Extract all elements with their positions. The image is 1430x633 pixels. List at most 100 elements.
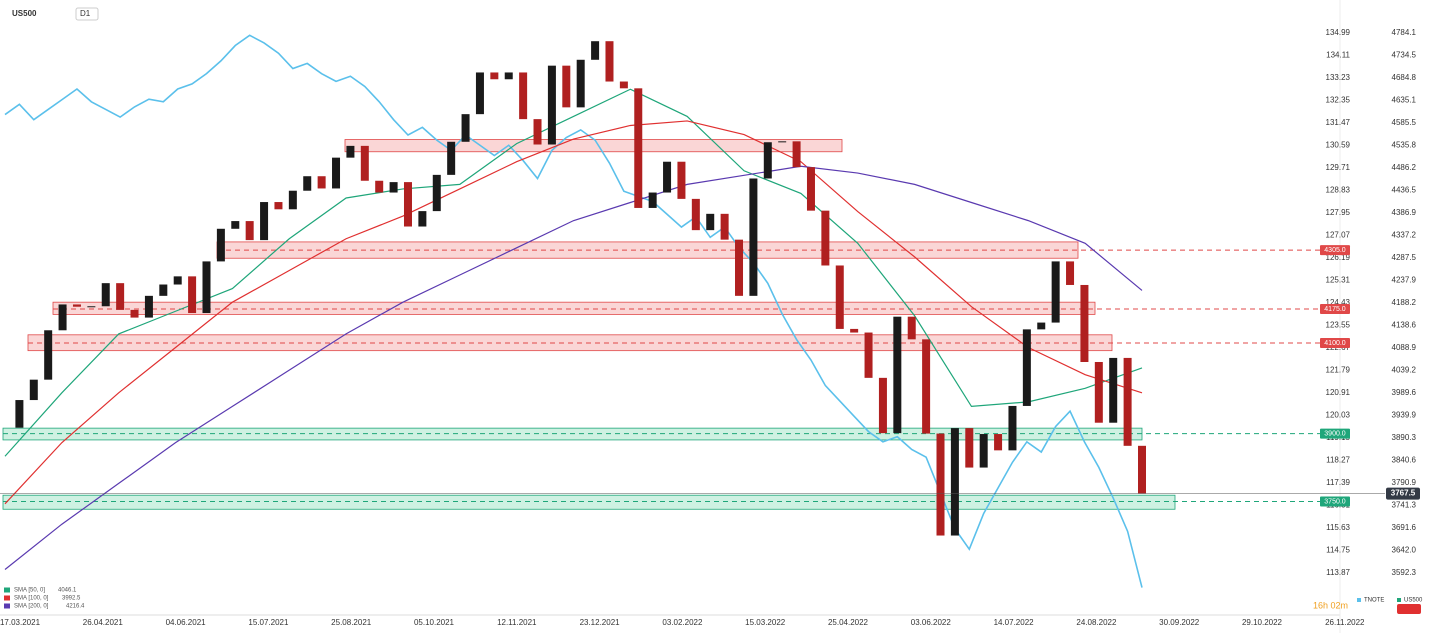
candle [216, 228, 225, 262]
candle [1022, 329, 1031, 406]
legend-swatch [4, 587, 10, 593]
level-badge [1320, 245, 1350, 256]
candle [663, 161, 672, 193]
y-tick-label: 4585.5 [1392, 118, 1417, 127]
candle [706, 213, 715, 231]
candle [720, 213, 729, 240]
y2-tick-label: 130.59 [1326, 141, 1351, 150]
y-tick-label: 3592.3 [1392, 568, 1417, 577]
candle [922, 339, 931, 434]
candle [979, 434, 988, 468]
y-tick-label: 4486.2 [1392, 163, 1417, 172]
candle [303, 176, 312, 191]
candle [763, 142, 772, 179]
x-tick-label: 26.04.2021 [83, 618, 124, 627]
y-tick-label: 3890.3 [1392, 433, 1417, 442]
price-badge [1386, 487, 1420, 500]
candle [116, 283, 125, 310]
y2-tick-label: 114.75 [1326, 546, 1350, 555]
y-tick-label: 3989.6 [1392, 388, 1417, 397]
candle [1051, 261, 1060, 323]
y2-tick-label: 134.11 [1326, 51, 1350, 60]
sma-line [4, 165, 1143, 570]
symbol: US500 [12, 9, 37, 18]
y2-tick-label: 129.71 [1326, 163, 1351, 172]
level-label: 4305.0 [1324, 247, 1346, 254]
candle [878, 377, 887, 434]
y-tick-label: 4188.2 [1392, 298, 1417, 307]
sma-line [4, 120, 1143, 505]
candle [850, 328, 859, 333]
x-tick-label: 12.11.2021 [497, 618, 537, 627]
timeframe-box[interactable] [75, 7, 99, 21]
candle [375, 180, 384, 193]
legend-name: SMA [100, 0] [14, 596, 49, 602]
y2-tick-label: 121.79 [1326, 366, 1351, 375]
level-badge [1320, 496, 1350, 507]
candle [907, 316, 916, 340]
y2-tick-label: 126.19 [1326, 253, 1351, 262]
alert-button[interactable] [1397, 604, 1421, 614]
x-tick-label: 25.04.2022 [828, 618, 869, 627]
candle [260, 202, 269, 241]
candle [1138, 445, 1146, 494]
x-tick-label: 03.06.2022 [911, 618, 952, 627]
candle [1123, 357, 1132, 446]
candle [101, 283, 110, 307]
legend-name: SMA [50, 0] [14, 588, 45, 594]
y2-tick-label: 133.23 [1326, 73, 1351, 82]
y2-tick-label: 127.07 [1326, 231, 1351, 240]
candle [159, 284, 168, 296]
candle [519, 72, 528, 120]
candle [346, 145, 355, 158]
candle [547, 65, 556, 145]
y-tick-label: 4784.1 [1392, 28, 1417, 37]
legend-value: 4216.4 [66, 604, 85, 610]
series-name: US500 [1404, 598, 1423, 604]
candle [648, 192, 657, 208]
candle [87, 306, 96, 308]
candle [432, 174, 441, 212]
x-tick-label: 24.08.2022 [1076, 618, 1117, 627]
x-tick-label: 05.10.2021 [414, 618, 455, 627]
candle [806, 167, 815, 211]
candle [994, 434, 1003, 451]
y-tick-label: 3790.9 [1392, 478, 1417, 487]
candle [778, 141, 787, 143]
y2-tick-label: 134.99 [1326, 28, 1351, 37]
x-tick-label: 17.03.2021 [0, 618, 41, 627]
candle [619, 81, 628, 89]
y-tick-label: 4337.2 [1392, 231, 1417, 240]
candle [1037, 322, 1046, 330]
y2-tick-label: 113.87 [1326, 568, 1350, 577]
candle [447, 141, 456, 175]
candle [864, 332, 873, 378]
candle [562, 65, 571, 108]
y-tick-label: 4436.5 [1392, 186, 1417, 195]
candle [591, 41, 600, 60]
candle [231, 221, 240, 229]
candle [332, 157, 341, 189]
y-tick-label: 3741.3 [1392, 501, 1417, 510]
y2-tick-label: 131.47 [1326, 118, 1351, 127]
candle [403, 182, 412, 227]
x-tick-label: 03.02.2022 [662, 618, 703, 627]
candle [634, 88, 643, 208]
y2-tick-label: 117.39 [1326, 478, 1350, 487]
y2-tick-label: 120.03 [1326, 411, 1351, 420]
candle [835, 265, 844, 329]
x-tick-label: 04.06.2021 [166, 618, 207, 627]
level-badge [1320, 428, 1350, 439]
candle [72, 304, 81, 307]
candle [44, 330, 53, 380]
series-name: TNOTE [1364, 598, 1384, 604]
legend-swatch [4, 595, 10, 601]
x-tick-label: 15.03.2022 [745, 618, 786, 627]
candle [893, 316, 902, 434]
y-tick-label: 3840.6 [1392, 456, 1417, 465]
x-tick-label: 15.07.2021 [248, 618, 289, 627]
candle [735, 239, 744, 296]
series-swatch [1357, 598, 1361, 602]
legend-value: 4046.1 [58, 588, 77, 594]
